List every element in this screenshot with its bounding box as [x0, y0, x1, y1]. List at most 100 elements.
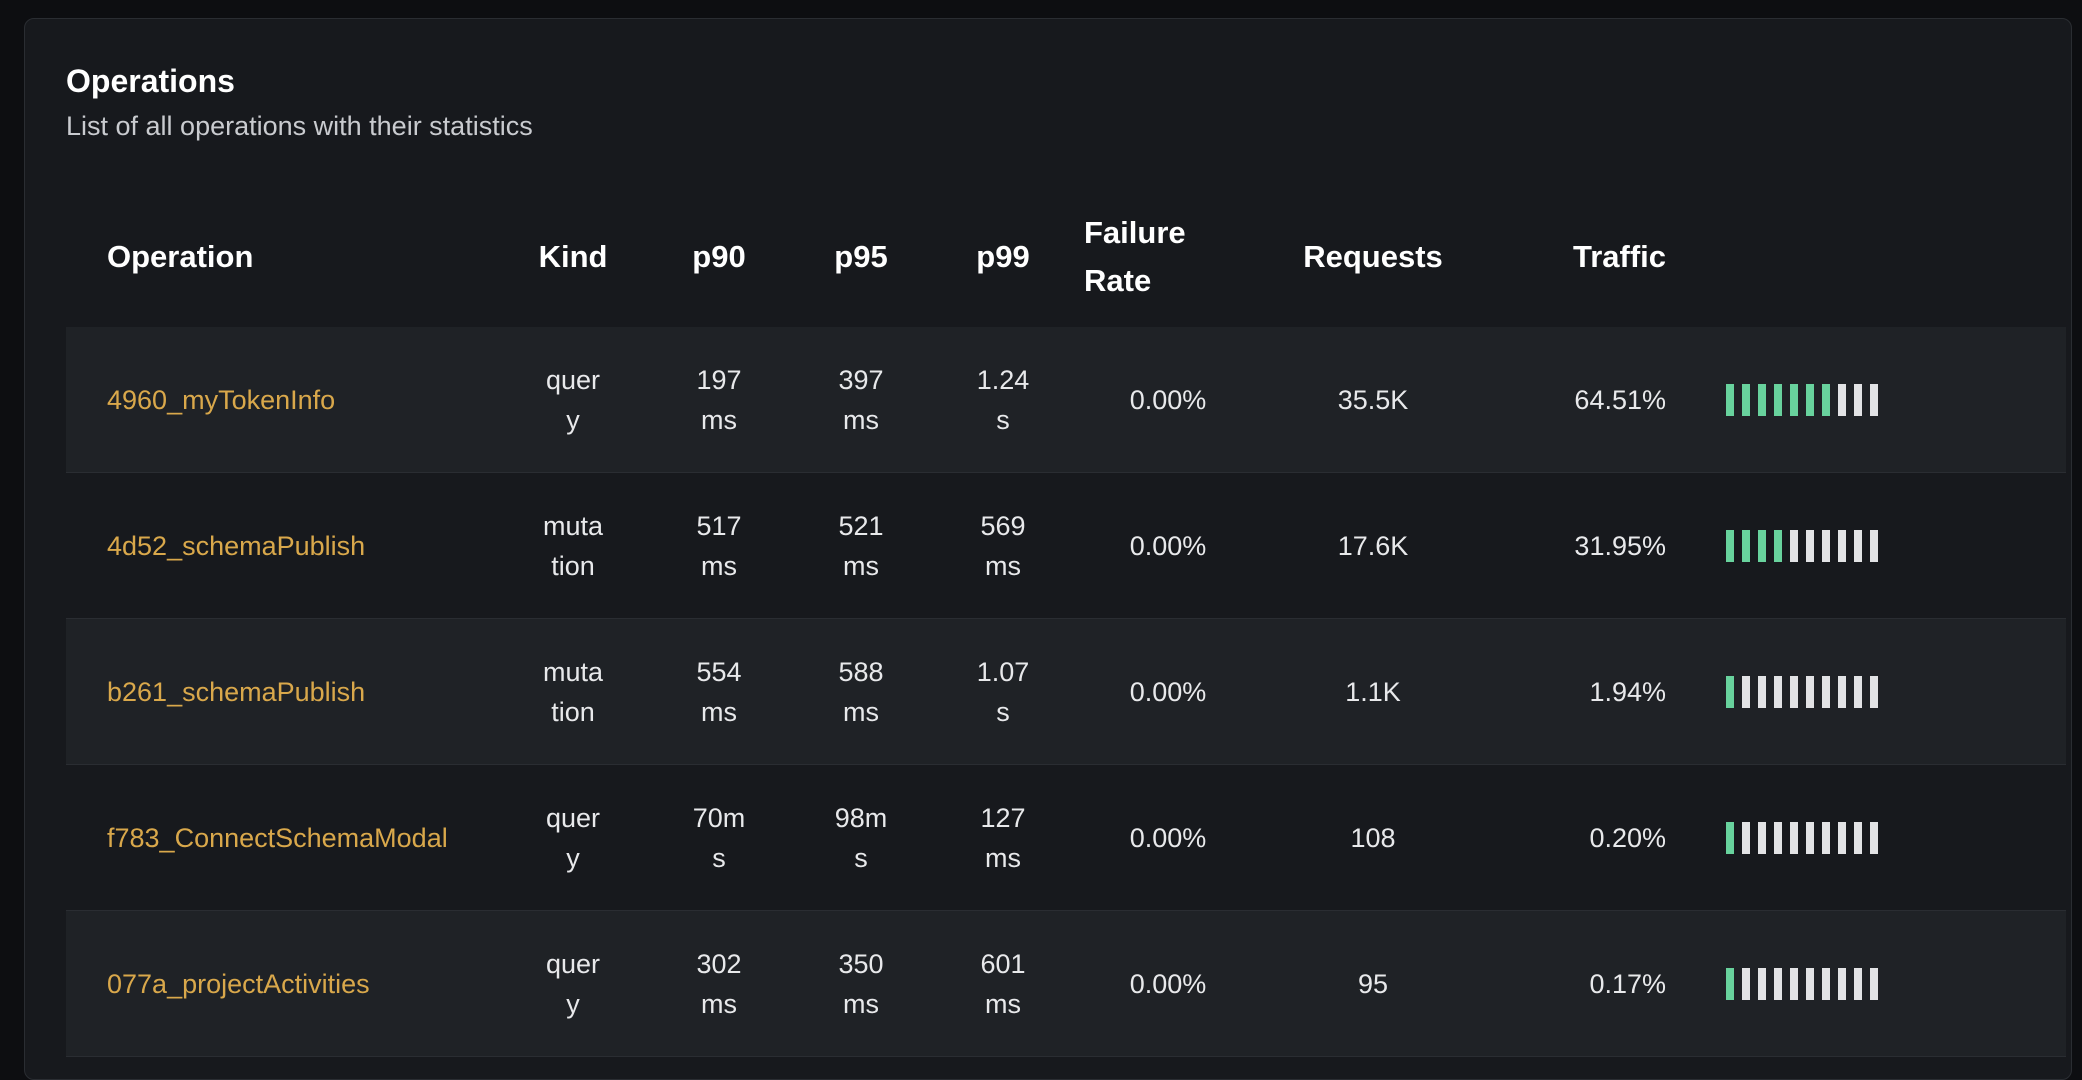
traffic-bar-segment [1870, 967, 1878, 1000]
table-row[interactable]: b261_schemaPublish mutation 554 ms 588 m… [66, 618, 2066, 765]
traffic-percent: 64.51% [1484, 327, 1666, 473]
operation-kind: query [545, 802, 601, 873]
traffic-bar-segment [1838, 821, 1846, 854]
traffic-bar-segment [1742, 383, 1750, 416]
p90-latency: 70ms [692, 802, 746, 873]
operation-kind: query [545, 364, 601, 435]
p90-latency: 302 ms [696, 948, 742, 1019]
traffic-bar-segment [1806, 383, 1814, 416]
traffic-bar-segment [1726, 675, 1734, 708]
failure-rate: 0.00% [1074, 910, 1262, 1057]
traffic-bar-segment [1854, 821, 1862, 854]
table-header: Operation Kind p90 p95 p99 Failure Rate … [66, 187, 2066, 327]
table-row[interactable]: 4d52_schemaPublish mutation 517 ms 521 m… [66, 472, 2066, 619]
traffic-bar-segment [1790, 821, 1798, 854]
traffic-bar-segment [1806, 821, 1814, 854]
traffic-bar-segment [1774, 529, 1782, 562]
traffic-bar-segment [1822, 529, 1830, 562]
p99-latency: 127 ms [980, 802, 1026, 873]
table-row[interactable]: f783_ConnectSchemaModal query 70ms 98ms … [66, 764, 2066, 911]
header-p95[interactable]: p95 [834, 239, 888, 274]
traffic-bar-segment [1758, 383, 1766, 416]
p99-latency: 601 ms [980, 948, 1026, 1019]
traffic-bar-segment [1790, 529, 1798, 562]
traffic-bar-segment [1790, 383, 1798, 416]
traffic-bar-segment [1870, 821, 1878, 854]
traffic-bar-segment [1838, 383, 1846, 416]
request-count: 1.1K [1262, 618, 1484, 765]
p95-latency: 588 ms [838, 656, 884, 727]
header-traffic-bars [1666, 187, 2066, 327]
traffic-bar-segment [1854, 529, 1862, 562]
failure-rate: 0.00% [1074, 618, 1262, 765]
request-count: 95 [1262, 910, 1484, 1057]
operation-name-link[interactable]: 077a_projectActivities [66, 910, 498, 1057]
p95-latency: 350 ms [838, 948, 884, 1019]
traffic-bar-segment [1742, 821, 1750, 854]
header-failure-rate[interactable]: Failure Rate [1074, 187, 1262, 327]
traffic-percent: 0.17% [1484, 910, 1666, 1057]
failure-rate: 0.00% [1074, 764, 1262, 911]
card-subtitle: List of all operations with their statis… [66, 111, 533, 141]
traffic-percent: 0.20% [1484, 764, 1666, 911]
traffic-bar [1666, 383, 2066, 416]
traffic-bar [1666, 821, 2066, 854]
operation-kind: mutation [542, 656, 604, 727]
traffic-bar-segment [1742, 675, 1750, 708]
p99-latency: 1.24 s [976, 364, 1030, 435]
operation-name-link[interactable]: 4d52_schemaPublish [66, 472, 498, 619]
request-count: 35.5K [1262, 327, 1484, 473]
p90-latency: 197 ms [696, 364, 742, 435]
p99-latency: 1.07 s [976, 656, 1030, 727]
traffic-bar-segment [1774, 675, 1782, 708]
traffic-bar-segment [1726, 383, 1734, 416]
p95-latency: 521 ms [838, 510, 884, 581]
traffic-bar-segment [1758, 675, 1766, 708]
header-p99[interactable]: p99 [976, 239, 1030, 274]
traffic-bar-segment [1822, 821, 1830, 854]
p95-latency: 98ms [834, 802, 888, 873]
card-title: Operations [66, 63, 235, 99]
traffic-bar-segment [1790, 675, 1798, 708]
header-requests[interactable]: Requests [1303, 239, 1443, 274]
p99-latency: 569 ms [980, 510, 1026, 581]
operation-kind: mutation [542, 510, 604, 581]
traffic-bar-segment [1838, 675, 1846, 708]
table-row[interactable]: 077a_projectActivities query 302 ms 350 … [66, 910, 2066, 1057]
header-operation[interactable]: Operation [107, 239, 254, 274]
traffic-bar-segment [1774, 967, 1782, 1000]
header-traffic[interactable]: Traffic [1572, 239, 1666, 274]
traffic-bar-segment [1758, 967, 1766, 1000]
traffic-bar-segment [1806, 967, 1814, 1000]
traffic-percent: 31.95% [1484, 472, 1666, 619]
traffic-bar [1666, 967, 2066, 1000]
traffic-bar-segment [1758, 821, 1766, 854]
traffic-bar-segment [1870, 529, 1878, 562]
operation-name-link[interactable]: f783_ConnectSchemaModal [66, 764, 498, 911]
operation-name-link[interactable]: b261_schemaPublish [66, 618, 498, 765]
operations-card: Operations List of all operations with t… [24, 18, 2072, 1080]
failure-rate: 0.00% [1074, 472, 1262, 619]
header-p90[interactable]: p90 [692, 239, 746, 274]
traffic-bar-segment [1742, 529, 1750, 562]
traffic-bar-segment [1726, 529, 1734, 562]
traffic-bar-segment [1822, 675, 1830, 708]
traffic-bar-segment [1838, 529, 1846, 562]
traffic-bar-segment [1822, 967, 1830, 1000]
traffic-bar-segment [1758, 529, 1766, 562]
table-row[interactable]: 4960_myTokenInfo query 197 ms 397 ms 1.2… [66, 327, 2066, 473]
request-count: 108 [1262, 764, 1484, 911]
traffic-bar-segment [1870, 675, 1878, 708]
header-failure-rate-label: Failure Rate [1084, 215, 1186, 298]
header-kind[interactable]: Kind [538, 239, 608, 274]
traffic-bar-segment [1790, 967, 1798, 1000]
traffic-bar [1666, 529, 2066, 562]
traffic-bar [1666, 675, 2066, 708]
p90-latency: 517 ms [696, 510, 742, 581]
failure-rate: 0.00% [1074, 327, 1262, 473]
traffic-bar-segment [1822, 383, 1830, 416]
traffic-percent: 1.94% [1484, 618, 1666, 765]
traffic-bar-segment [1854, 967, 1862, 1000]
traffic-bar-segment [1854, 675, 1862, 708]
operation-name-link[interactable]: 4960_myTokenInfo [66, 327, 498, 473]
